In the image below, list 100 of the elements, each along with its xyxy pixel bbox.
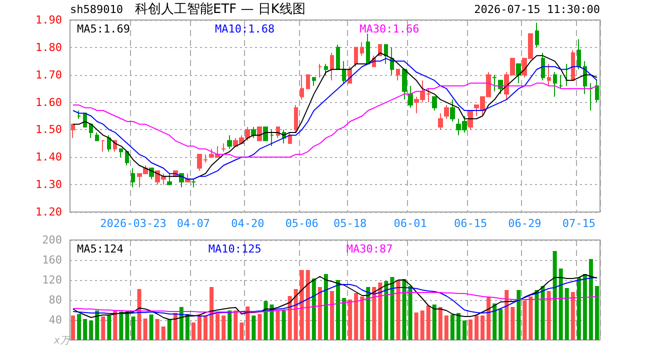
bar bbox=[216, 314, 220, 340]
text: MA30:1.66 bbox=[360, 22, 420, 36]
candlestick bbox=[354, 46, 358, 68]
candlestick bbox=[541, 52, 545, 81]
candlestick bbox=[101, 140, 105, 152]
bar bbox=[300, 270, 304, 340]
candlestick bbox=[263, 126, 268, 142]
bar bbox=[264, 301, 268, 340]
bar bbox=[173, 313, 178, 340]
bar bbox=[366, 287, 370, 340]
candlestick bbox=[547, 63, 551, 86]
bar bbox=[228, 310, 232, 340]
text: MA30:87 bbox=[346, 242, 393, 256]
bar bbox=[89, 320, 94, 340]
bar bbox=[276, 310, 280, 340]
candlestick bbox=[312, 77, 316, 86]
bar bbox=[270, 304, 274, 340]
candlestick bbox=[167, 173, 172, 186]
bar bbox=[420, 310, 424, 340]
bar bbox=[414, 312, 418, 340]
bar bbox=[83, 319, 88, 340]
bar bbox=[444, 316, 448, 340]
candlestick bbox=[336, 44, 340, 70]
candlestick bbox=[95, 132, 99, 142]
bar bbox=[324, 274, 328, 340]
bar bbox=[582, 274, 587, 340]
bar bbox=[492, 304, 497, 340]
candlestick bbox=[366, 33, 370, 64]
candlestick bbox=[432, 96, 437, 112]
bar bbox=[522, 300, 527, 340]
text: 2026-07-15 11:30:00 bbox=[474, 3, 600, 16]
bar bbox=[330, 291, 334, 340]
candlestick bbox=[270, 129, 274, 147]
candlestick bbox=[89, 124, 93, 138]
bar bbox=[143, 318, 148, 340]
candlestick bbox=[571, 50, 575, 81]
candlestick bbox=[227, 134, 232, 150]
bar bbox=[161, 326, 166, 340]
bar bbox=[474, 316, 479, 340]
bar bbox=[336, 280, 340, 340]
bar bbox=[222, 316, 226, 340]
y-tick-label: 120 bbox=[42, 274, 62, 286]
candlestick bbox=[390, 46, 394, 76]
y-axis-title: x万 bbox=[53, 336, 72, 346]
bar bbox=[516, 290, 521, 340]
y-tick-label: 1.70 bbox=[36, 68, 62, 82]
candlestick bbox=[589, 82, 593, 112]
y-tick-label: 200 bbox=[42, 234, 62, 246]
bar bbox=[71, 316, 76, 340]
candlestick bbox=[191, 178, 196, 188]
bar bbox=[252, 316, 256, 340]
bar bbox=[185, 314, 190, 340]
bar bbox=[354, 293, 358, 340]
candlestick bbox=[402, 68, 407, 100]
bar bbox=[372, 287, 376, 340]
bar bbox=[426, 306, 430, 340]
candlestick bbox=[408, 85, 413, 108]
bar bbox=[450, 314, 454, 340]
bar bbox=[306, 270, 310, 340]
bar bbox=[288, 296, 292, 340]
candlestick bbox=[583, 60, 587, 95]
candlestick bbox=[300, 74, 304, 100]
bar bbox=[564, 288, 569, 340]
candlestick bbox=[396, 68, 400, 81]
bar bbox=[462, 320, 466, 340]
bar bbox=[384, 281, 388, 340]
bar bbox=[546, 291, 551, 340]
candlestick bbox=[77, 110, 81, 120]
candlestick bbox=[257, 126, 262, 142]
bar bbox=[95, 310, 100, 340]
bar bbox=[504, 290, 509, 340]
x-tick-label: 06-15 bbox=[454, 217, 488, 230]
candlestick bbox=[185, 173, 190, 182]
line-series bbox=[72, 292, 598, 312]
bar bbox=[456, 313, 460, 340]
text: sh589010 bbox=[70, 3, 123, 16]
line-series bbox=[72, 82, 598, 158]
x-tick-label: 2026-03-23 bbox=[100, 217, 166, 230]
candlestick bbox=[306, 74, 310, 90]
x-tick-label: 07-15 bbox=[562, 217, 596, 230]
candlestick bbox=[444, 104, 449, 120]
bar bbox=[77, 314, 82, 340]
candlestick bbox=[384, 44, 388, 64]
candlestick bbox=[492, 74, 497, 92]
y-tick-label: 1.80 bbox=[36, 40, 62, 54]
bar bbox=[167, 320, 172, 340]
bar bbox=[240, 322, 244, 340]
y-tick-label: 1.50 bbox=[36, 123, 62, 136]
text: MA5:1.69 bbox=[77, 22, 130, 36]
bar bbox=[210, 287, 214, 340]
candlestick bbox=[553, 72, 557, 98]
candlestick bbox=[221, 142, 226, 152]
bar bbox=[312, 278, 316, 340]
bar bbox=[342, 298, 346, 340]
bar bbox=[282, 310, 286, 340]
y-tick-label: 1.40 bbox=[36, 150, 62, 164]
bar bbox=[348, 300, 352, 340]
candlestick bbox=[360, 41, 364, 56]
candlestick bbox=[468, 110, 473, 130]
bar bbox=[480, 316, 485, 340]
